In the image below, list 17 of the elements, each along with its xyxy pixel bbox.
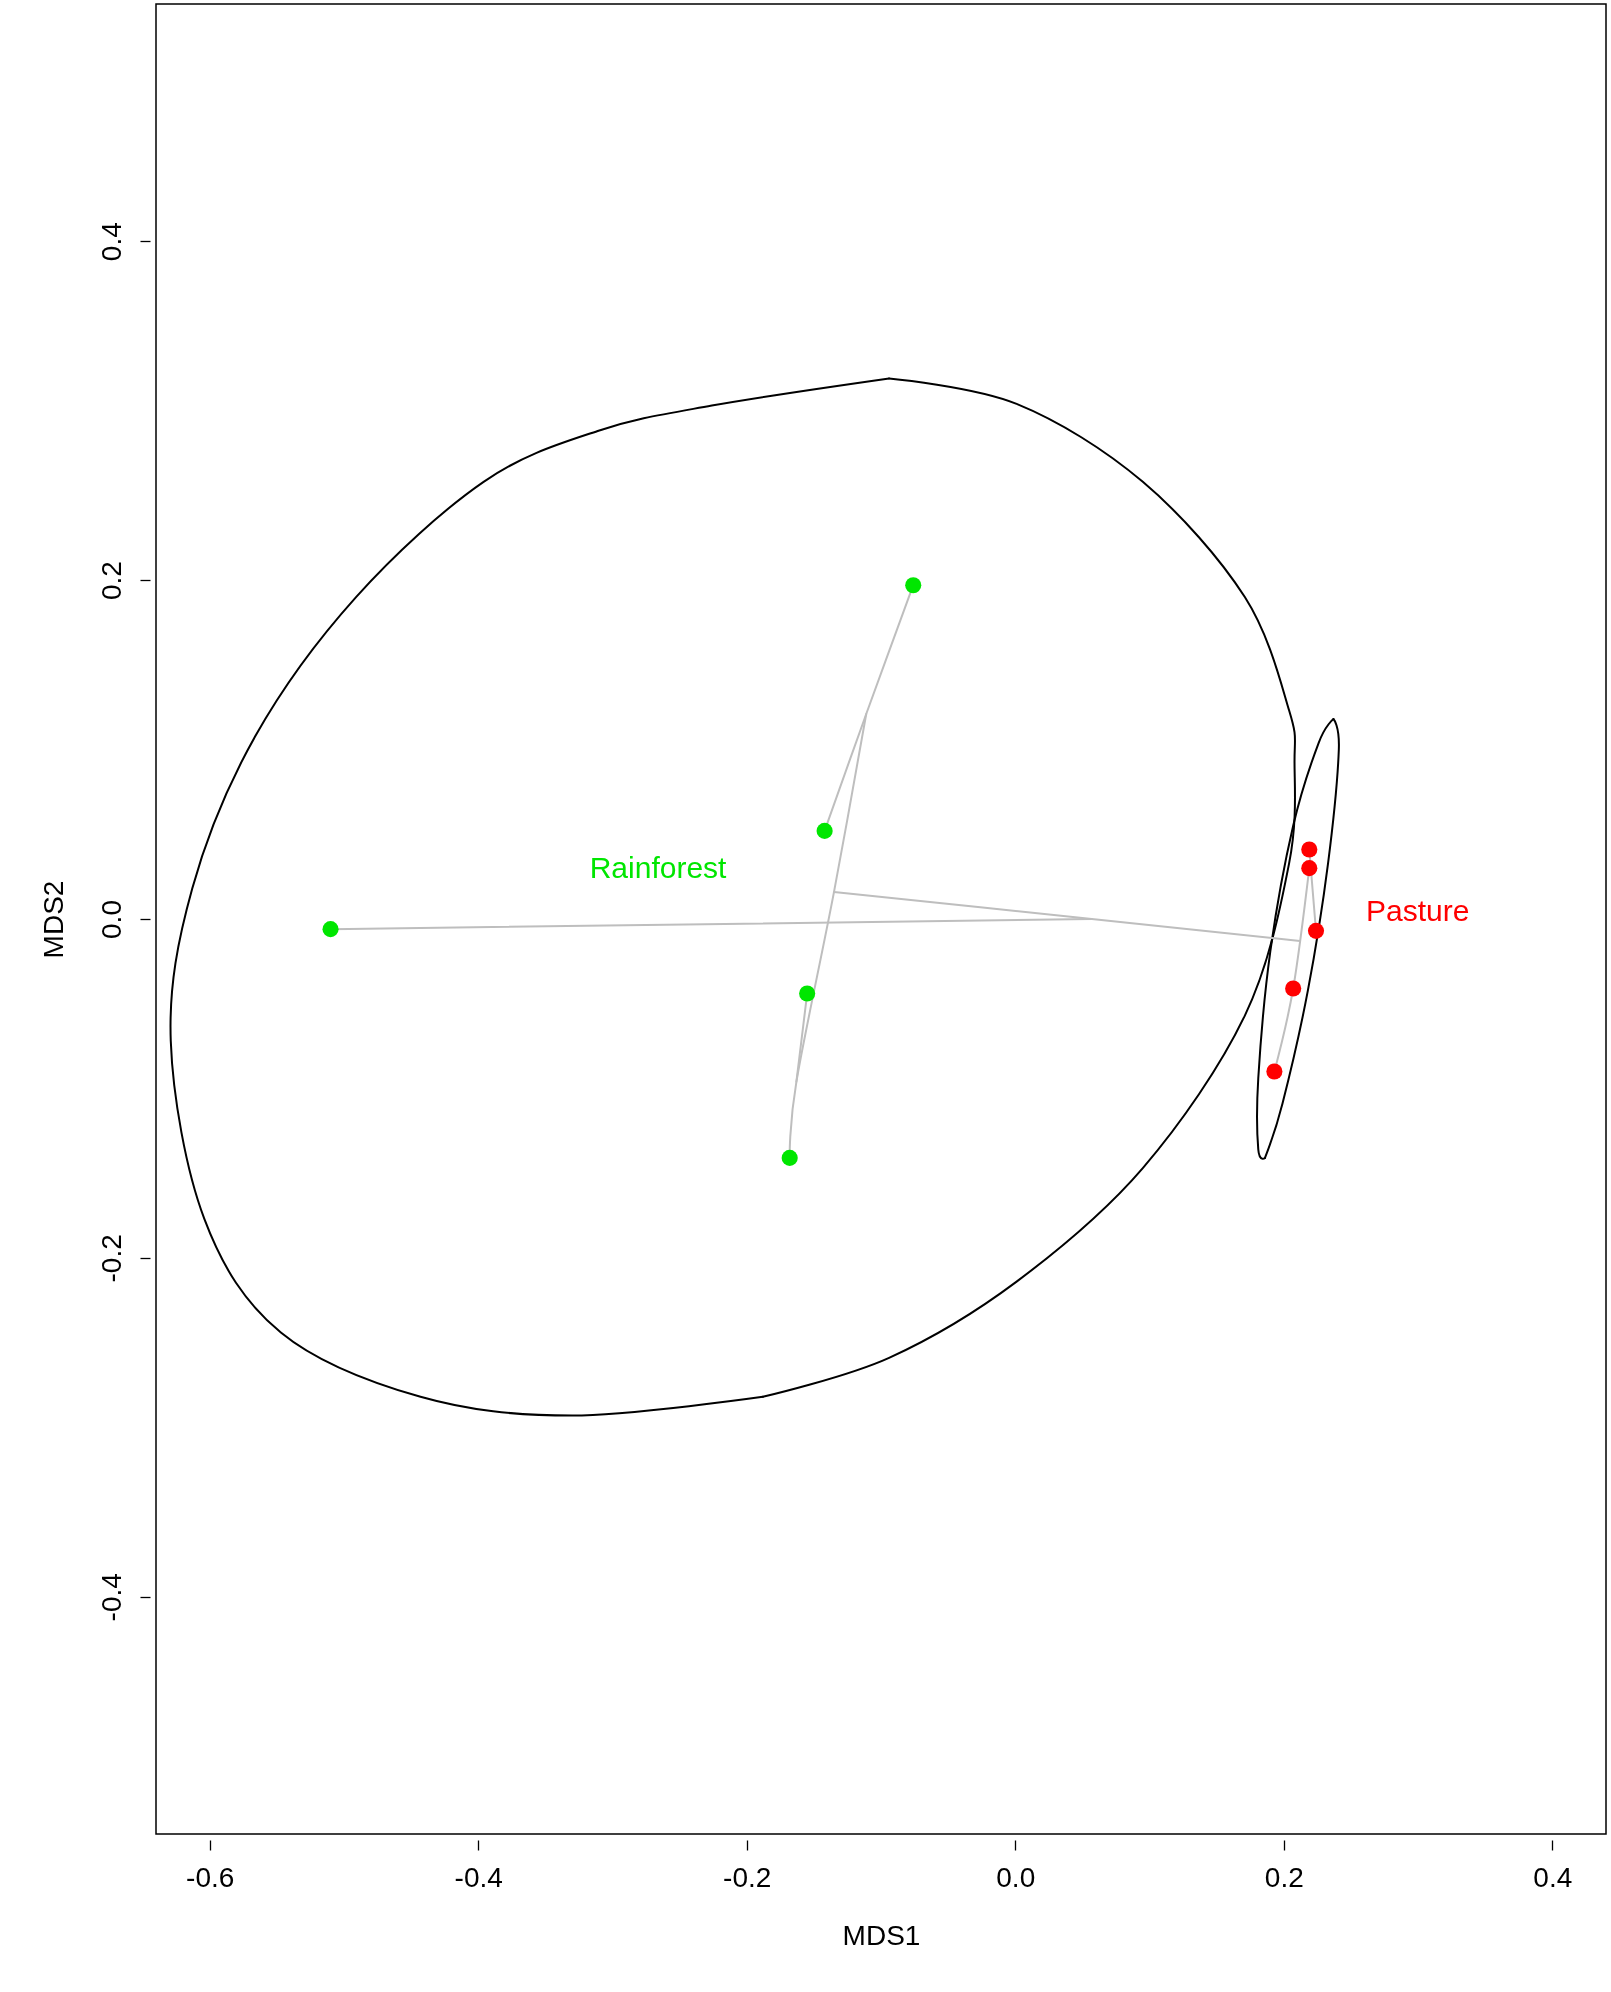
x-tick-label: -0.2 (723, 1861, 772, 1893)
y-tick-label: 0.2 (95, 561, 127, 601)
x-tick-label: 0.0 (996, 1861, 1036, 1893)
y-tick-label: -0.2 (95, 1234, 127, 1283)
y-tick-label: 0.0 (95, 900, 127, 939)
x-axis-title: MDS1 (842, 1919, 921, 1951)
point (1307, 922, 1325, 939)
x-tick-label: 0.4 (1533, 1861, 1573, 1893)
series-label: Pasture (1366, 893, 1470, 927)
x-tick-label: -0.6 (186, 1861, 235, 1893)
x-tick-label: -0.4 (454, 1861, 503, 1893)
x-tick-label: 0.2 (1264, 1861, 1304, 1893)
y-axis-title: MDS2 (37, 880, 69, 959)
text: Rainforest (589, 851, 728, 885)
point (322, 921, 339, 938)
y-tick-label: 0.4 (95, 222, 127, 262)
y-tick-label: -0.4 (95, 1573, 127, 1622)
